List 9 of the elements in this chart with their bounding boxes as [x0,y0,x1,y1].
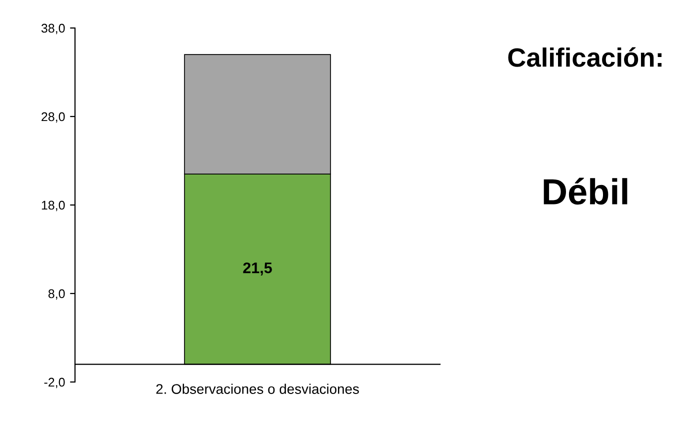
y-tick-label: 28,0 [42,112,65,123]
y-tick-label: 38,0 [41,24,65,34]
text: Calificación: [508,47,662,67]
y-tick-label: -2,0 [44,378,65,388]
data-label: 21,5 [243,262,272,276]
y-tick-label: 18,0 [42,200,65,212]
x-tick-label: 2. Observaciones o desviaciones [156,384,359,394]
y-tick-label: 8,0 [48,289,65,300]
text: Débil [544,178,628,205]
